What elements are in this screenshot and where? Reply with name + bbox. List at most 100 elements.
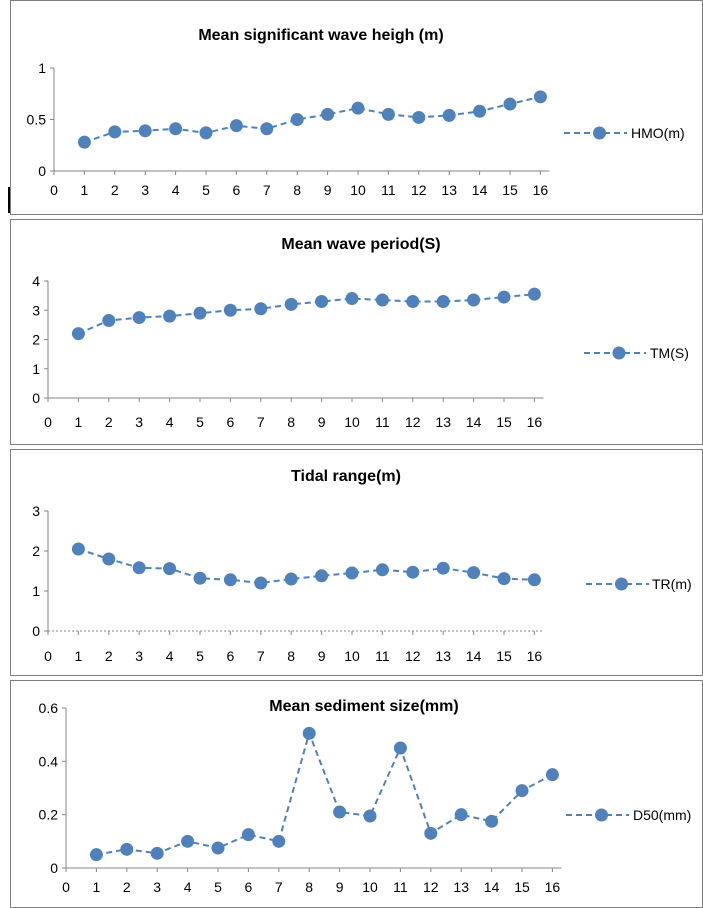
- y-tick-label: 0: [38, 163, 46, 179]
- x-tick-label: 0: [44, 414, 52, 430]
- y-tick-label: 0: [50, 860, 58, 876]
- data-point: [467, 293, 481, 307]
- x-tick-label: 6: [245, 879, 253, 895]
- series-line: [78, 293, 535, 335]
- data-point: [77, 135, 91, 149]
- x-tick-label: 9: [336, 879, 344, 895]
- x-tick-label: 9: [324, 182, 332, 198]
- data-point: [454, 808, 468, 822]
- data-point: [302, 726, 316, 740]
- legend-label: D50(mm): [633, 807, 691, 823]
- x-tick-label: 5: [196, 414, 204, 430]
- y-tick-label: 0: [32, 390, 40, 406]
- data-point: [272, 834, 286, 848]
- y-tick-label: 4: [32, 273, 40, 289]
- chart-panel-sediment-size: Mean sediment size(mm) 0 0.2 0.4 0.6 0 1 2 3 4 5 6 7…: [10, 680, 703, 908]
- x-tick-label: 12: [423, 879, 439, 895]
- x-tick-label: 11: [375, 648, 390, 664]
- data-point: [345, 566, 359, 580]
- data-point: [120, 842, 134, 856]
- data-point: [393, 741, 407, 755]
- data-point: [254, 302, 268, 316]
- data-point: [527, 573, 541, 587]
- data-point: [442, 108, 456, 122]
- data-point: [363, 809, 377, 823]
- data-point: [412, 110, 426, 124]
- chart-panel-tidal-range: Tidal range(m) 0 1 2 3 0 1 2 3 4 5 6 7 8 9 10 11 12 13 14 15…: [10, 449, 703, 676]
- legend-label: HMO(m): [631, 125, 685, 141]
- data-point: [533, 90, 547, 104]
- x-tick-label: 2: [111, 182, 119, 198]
- x-tick-label: 12: [405, 648, 421, 664]
- data-point: [254, 576, 268, 590]
- x-tick-label: 9: [318, 648, 326, 664]
- y-tick-label: 3: [32, 503, 40, 519]
- x-tick-label: 1: [75, 648, 83, 664]
- data-point: [527, 287, 541, 301]
- data-point: [181, 834, 195, 848]
- data-point: [138, 124, 152, 138]
- series-line: [84, 95, 541, 144]
- x-tick-label: 7: [257, 648, 265, 664]
- x-tick-label: 15: [502, 182, 518, 198]
- x-tick-label: 2: [105, 648, 113, 664]
- y-tick-label: 0: [32, 623, 40, 639]
- x-tick-label: 3: [135, 648, 143, 664]
- y-tick-label: 0.2: [39, 807, 59, 823]
- x-tick-label: 13: [453, 879, 469, 895]
- x-tick-label: 9: [318, 414, 326, 430]
- x-tick-label: 12: [411, 182, 427, 198]
- data-point: [545, 768, 559, 782]
- x-tick-label: 4: [166, 648, 174, 664]
- data-point: [406, 565, 420, 579]
- x-tick-label: 4: [166, 414, 174, 430]
- x-tick-label: 6: [227, 648, 235, 664]
- x-tick-label: 14: [472, 182, 488, 198]
- data-point: [497, 290, 511, 304]
- data-point: [89, 848, 103, 862]
- x-tick-label: 10: [350, 182, 366, 198]
- data-point: [260, 122, 274, 136]
- x-tick-label: 1: [81, 182, 89, 198]
- chart-title: Mean significant wave heigh (m): [198, 27, 443, 44]
- x-tick-label: 1: [93, 879, 101, 895]
- data-point: [284, 297, 298, 311]
- x-tick-label: 8: [293, 182, 301, 198]
- data-point: [375, 563, 389, 577]
- x-tick-label: 11: [393, 879, 408, 895]
- x-tick-label: 2: [123, 879, 131, 895]
- legend-marker: [612, 346, 626, 360]
- y-tick-label: 1: [32, 361, 40, 377]
- x-tick-label: 11: [381, 182, 396, 198]
- x-tick-label: 8: [305, 879, 313, 895]
- data-point: [211, 841, 225, 855]
- x-tick-label: 0: [62, 879, 70, 895]
- x-tick-label: 14: [466, 414, 482, 430]
- data-point: [497, 572, 511, 586]
- x-tick-label: 16: [545, 879, 561, 895]
- data-point: [424, 826, 438, 840]
- x-tick-label: 4: [184, 879, 192, 895]
- data-point: [351, 101, 365, 115]
- x-tick-label: 0: [50, 182, 58, 198]
- chart-panel-wave-period: Mean wave period(S) 0 1 2 3 4 0 1 2 3 4 5 6 7 8 9 10 11 12…: [10, 219, 703, 445]
- data-point: [193, 571, 207, 585]
- y-tick-label: 0.5: [27, 112, 47, 128]
- x-tick-label: 2: [105, 414, 113, 430]
- data-point: [467, 566, 481, 580]
- y-tick-label: 1: [38, 60, 46, 76]
- data-point: [315, 569, 329, 583]
- chart-title: Tidal range(m): [291, 468, 401, 485]
- data-point: [485, 814, 499, 828]
- legend-marker: [615, 577, 628, 591]
- legend-marker: [595, 808, 608, 822]
- chart-title: Mean sediment size(mm): [269, 698, 458, 715]
- x-tick-label: 7: [257, 414, 265, 430]
- x-tick-label: 13: [435, 648, 451, 664]
- series-line: [96, 730, 553, 856]
- x-tick-label: 8: [287, 414, 295, 430]
- x-tick-label: 14: [466, 648, 482, 664]
- x-tick-label: 10: [344, 648, 360, 664]
- data-point: [163, 309, 177, 323]
